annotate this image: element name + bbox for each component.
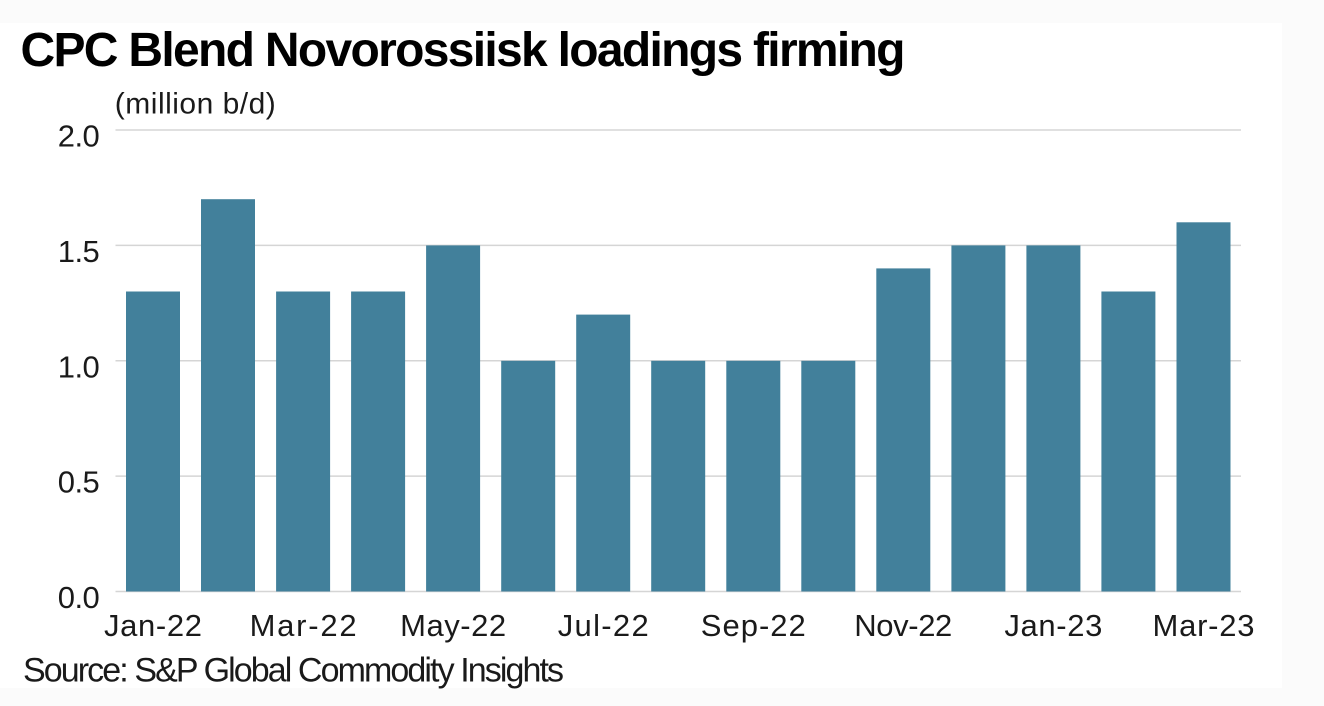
svg-text:2.0: 2.0 (58, 119, 100, 154)
svg-text:Nov-22: Nov-22 (854, 608, 952, 643)
svg-text:0.0: 0.0 (58, 580, 100, 615)
svg-text:Source: S&P Global Commodity I: Source: S&P Global Commodity Insights (23, 651, 564, 689)
svg-text:Jul-22: Jul-22 (558, 608, 649, 643)
svg-text:(million b/d): (million b/d) (115, 88, 276, 121)
svg-text:May-22: May-22 (400, 608, 506, 643)
svg-text:0.5: 0.5 (58, 465, 100, 500)
svg-text:Mar-22: Mar-22 (250, 608, 357, 643)
svg-text:CPC Blend Novorossiisk loading: CPC Blend Novorossiisk loadings firming (21, 24, 906, 77)
svg-text:1.0: 1.0 (58, 349, 100, 384)
svg-text:Jan-23: Jan-23 (1004, 608, 1102, 643)
svg-text:Mar-23: Mar-23 (1153, 608, 1255, 643)
svg-text:Sep-22: Sep-22 (701, 608, 806, 643)
svg-text:Jan-22: Jan-22 (104, 608, 202, 643)
svg-text:1.5: 1.5 (58, 234, 100, 269)
